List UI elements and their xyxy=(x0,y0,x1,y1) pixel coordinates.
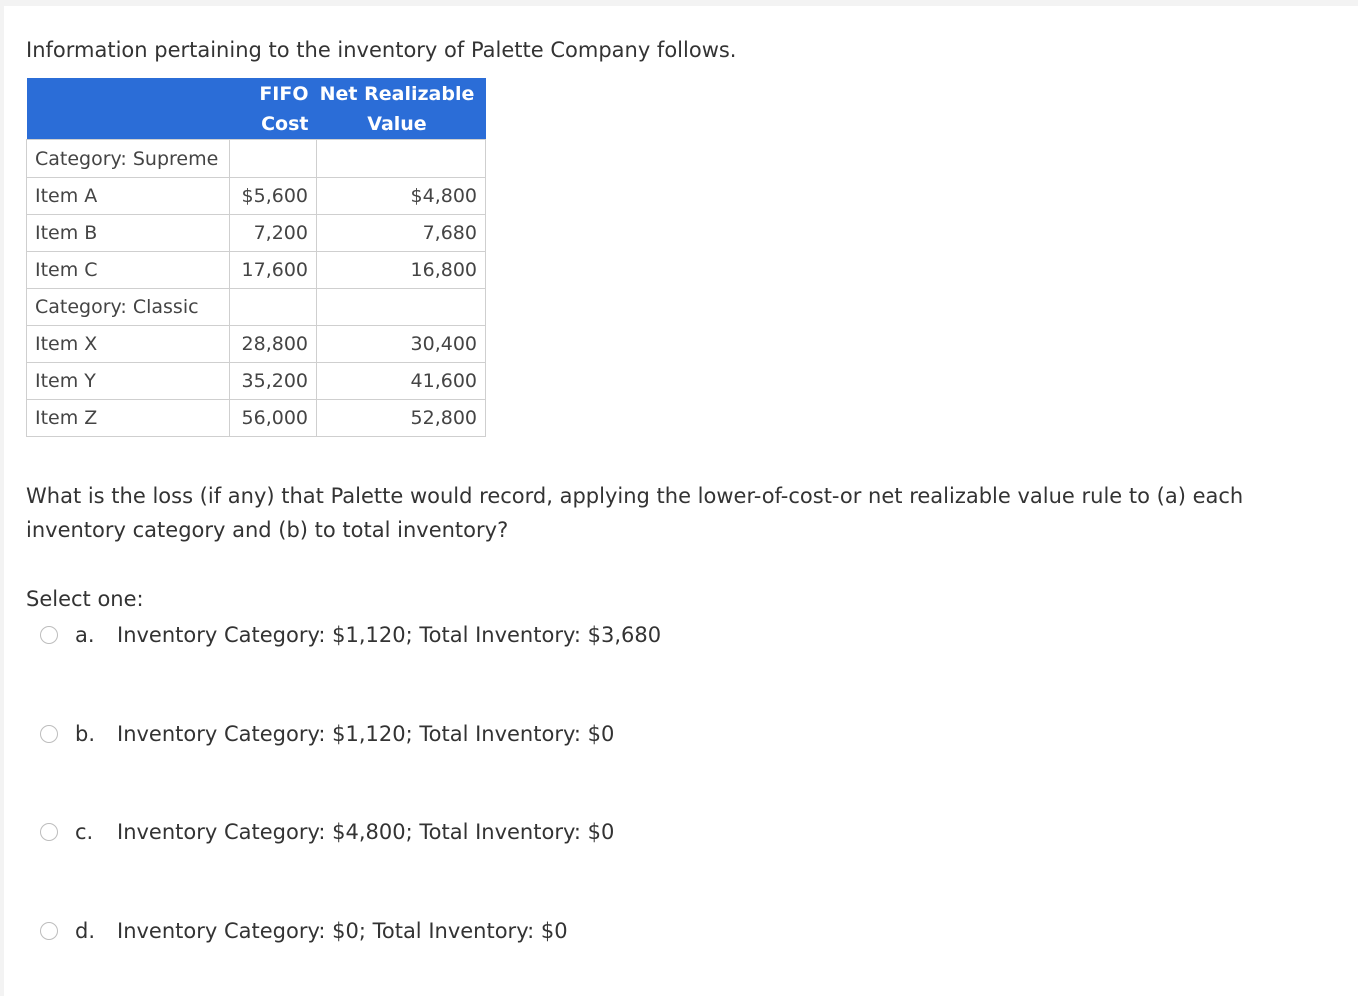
row-fifo xyxy=(229,139,317,178)
row-nrv: $4,800 xyxy=(316,177,486,215)
option-text[interactable]: Inventory Category: $4,800; Total Invent… xyxy=(117,820,615,844)
option-a[interactable]: a. Inventory Category: $1,120; Total Inv… xyxy=(40,620,661,650)
table-row: Category: Supreme xyxy=(26,139,486,178)
option-letter: d. xyxy=(75,919,96,943)
table-row: Item B 7,200 7,680 xyxy=(26,214,486,252)
row-label: Category: Supreme xyxy=(26,139,230,178)
row-fifo: 35,200 xyxy=(229,362,317,400)
row-label: Item C xyxy=(26,251,230,289)
table-header-row: FIFO Cost Net Realizable Value xyxy=(26,78,486,140)
question-text: What is the loss (if any) that Palette w… xyxy=(26,484,1244,542)
row-nrv xyxy=(316,139,486,178)
row-label: Item Y xyxy=(26,362,230,400)
option-letter: c. xyxy=(75,820,94,844)
option-letter: a. xyxy=(75,623,95,647)
row-label: Item Z xyxy=(26,399,230,437)
option-d[interactable]: d. Inventory Category: $0; Total Invento… xyxy=(40,916,568,946)
header-fifo-line1: FIFO xyxy=(259,82,309,105)
header-fifo-line2: Cost xyxy=(261,112,309,135)
row-fifo xyxy=(229,288,317,326)
table-row: Item A $5,600 $4,800 xyxy=(26,177,486,215)
radio-button-a[interactable] xyxy=(40,626,58,644)
table-row: Item C 17,600 16,800 xyxy=(26,251,486,289)
inventory-table: FIFO Cost Net Realizable Value Category:… xyxy=(26,78,486,437)
header-fifo-cost: FIFO Cost xyxy=(229,78,317,140)
select-one-label: Select one: xyxy=(26,587,144,611)
option-letter: b. xyxy=(75,722,96,746)
intro-text: Information pertaining to the inventory … xyxy=(26,38,737,62)
option-c[interactable]: c. Inventory Category: $4,800; Total Inv… xyxy=(40,817,614,847)
table-row: Item X 28,800 30,400 xyxy=(26,325,486,363)
row-fifo: $5,600 xyxy=(229,177,317,215)
row-label: Item X xyxy=(26,325,230,363)
header-net-realizable-value: Net Realizable Value xyxy=(316,78,486,140)
option-text[interactable]: Inventory Category: $0; Total Inventory:… xyxy=(117,919,568,943)
option-text[interactable]: Inventory Category: $1,120; Total Invent… xyxy=(117,623,662,647)
option-text[interactable]: Inventory Category: $1,120; Total Invent… xyxy=(117,722,615,746)
row-label: Item B xyxy=(26,214,230,252)
option-b[interactable]: b. Inventory Category: $1,120; Total Inv… xyxy=(40,719,614,749)
header-item xyxy=(26,78,230,140)
row-nrv: 52,800 xyxy=(316,399,486,437)
question-panel: Information pertaining to the inventory … xyxy=(4,6,1358,996)
row-nrv: 30,400 xyxy=(316,325,486,363)
radio-button-c[interactable] xyxy=(40,823,58,841)
row-fifo: 7,200 xyxy=(229,214,317,252)
table-row: Item Z 56,000 52,800 xyxy=(26,399,486,437)
row-label: Category: Classic xyxy=(26,288,230,326)
radio-button-b[interactable] xyxy=(40,725,58,743)
header-nrv-line1: Net Realizable xyxy=(319,82,475,105)
header-nrv-line2: Value xyxy=(367,112,427,135)
row-label: Item A xyxy=(26,177,230,215)
row-fifo: 28,800 xyxy=(229,325,317,363)
row-nrv: 16,800 xyxy=(316,251,486,289)
row-nrv xyxy=(316,288,486,326)
row-nrv: 41,600 xyxy=(316,362,486,400)
table-row: Item Y 35,200 41,600 xyxy=(26,362,486,400)
row-fifo: 17,600 xyxy=(229,251,317,289)
table-row: Category: Classic xyxy=(26,288,486,326)
row-fifo: 56,000 xyxy=(229,399,317,437)
radio-button-d[interactable] xyxy=(40,922,58,940)
row-nrv: 7,680 xyxy=(316,214,486,252)
